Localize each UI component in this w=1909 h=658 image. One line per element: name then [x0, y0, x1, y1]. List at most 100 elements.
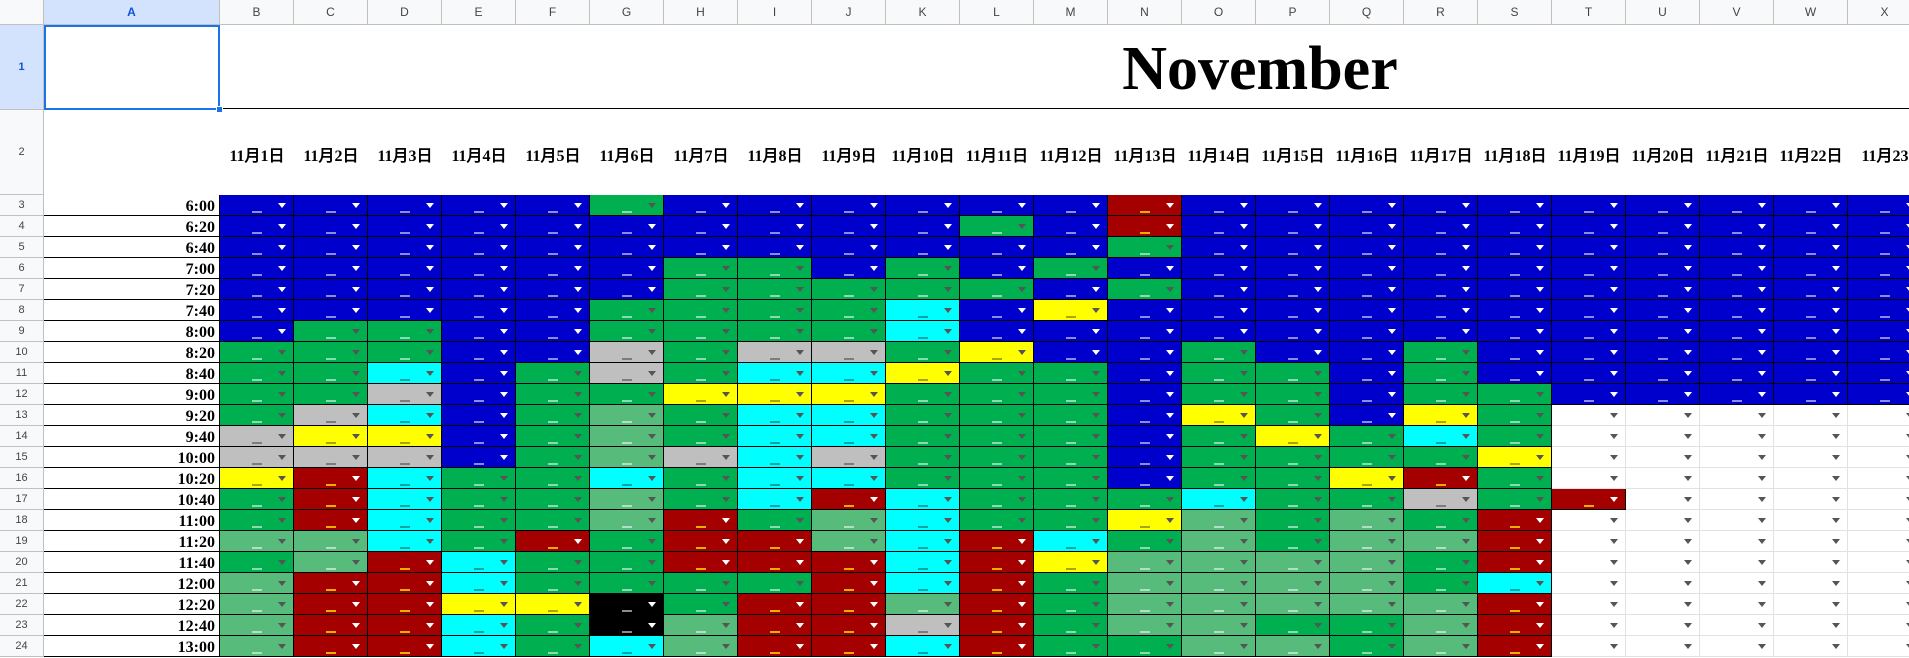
dropdown-arrow-icon[interactable] — [1536, 623, 1544, 628]
schedule-dropdown-cell[interactable] — [368, 447, 442, 468]
dropdown-arrow-icon[interactable] — [1758, 476, 1766, 481]
dropdown-arrow-icon[interactable] — [1832, 455, 1840, 460]
schedule-dropdown-cell[interactable] — [738, 573, 812, 594]
dropdown-arrow-icon[interactable] — [796, 203, 804, 208]
dropdown-arrow-icon[interactable] — [1462, 308, 1470, 313]
dropdown-arrow-icon[interactable] — [1462, 224, 1470, 229]
dropdown-arrow-icon[interactable] — [1758, 308, 1766, 313]
dropdown-arrow-icon[interactable] — [1018, 224, 1026, 229]
schedule-dropdown-cell[interactable] — [294, 636, 368, 657]
schedule-dropdown-cell[interactable] — [1848, 363, 1909, 384]
dropdown-arrow-icon[interactable] — [1462, 455, 1470, 460]
schedule-dropdown-cell[interactable] — [1330, 636, 1404, 657]
dropdown-arrow-icon[interactable] — [426, 455, 434, 460]
schedule-dropdown-cell[interactable] — [1700, 258, 1774, 279]
dropdown-arrow-icon[interactable] — [278, 497, 286, 502]
schedule-dropdown-cell[interactable] — [886, 237, 960, 258]
schedule-dropdown-cell[interactable] — [1034, 636, 1108, 657]
dropdown-arrow-icon[interactable] — [574, 602, 582, 607]
dropdown-arrow-icon[interactable] — [648, 644, 656, 649]
dropdown-arrow-icon[interactable] — [648, 224, 656, 229]
dropdown-arrow-icon[interactable] — [1314, 371, 1322, 376]
schedule-dropdown-cell[interactable] — [812, 489, 886, 510]
dropdown-arrow-icon[interactable] — [1462, 203, 1470, 208]
dropdown-arrow-icon[interactable] — [1758, 371, 1766, 376]
schedule-dropdown-cell[interactable] — [516, 594, 590, 615]
dropdown-arrow-icon[interactable] — [1240, 245, 1248, 250]
schedule-dropdown-cell[interactable] — [1626, 405, 1700, 426]
schedule-dropdown-cell[interactable] — [1182, 237, 1256, 258]
dropdown-arrow-icon[interactable] — [1684, 581, 1692, 586]
dropdown-arrow-icon[interactable] — [1758, 434, 1766, 439]
schedule-dropdown-cell[interactable] — [664, 321, 738, 342]
schedule-dropdown-cell[interactable] — [886, 405, 960, 426]
dropdown-arrow-icon[interactable] — [870, 266, 878, 271]
schedule-dropdown-cell[interactable] — [1330, 447, 1404, 468]
schedule-dropdown-cell[interactable] — [1256, 552, 1330, 573]
schedule-dropdown-cell[interactable] — [738, 615, 812, 636]
dropdown-arrow-icon[interactable] — [870, 602, 878, 607]
dropdown-arrow-icon[interactable] — [1610, 644, 1618, 649]
schedule-dropdown-cell[interactable] — [812, 552, 886, 573]
schedule-dropdown-cell[interactable] — [294, 300, 368, 321]
schedule-dropdown-cell[interactable] — [1330, 594, 1404, 615]
schedule-dropdown-cell[interactable] — [1774, 489, 1848, 510]
schedule-dropdown-cell[interactable] — [1034, 489, 1108, 510]
dropdown-arrow-icon[interactable] — [574, 560, 582, 565]
select-all-corner[interactable] — [0, 0, 44, 25]
dropdown-arrow-icon[interactable] — [648, 203, 656, 208]
schedule-dropdown-cell[interactable] — [1182, 510, 1256, 531]
schedule-dropdown-cell[interactable] — [1552, 279, 1626, 300]
dropdown-arrow-icon[interactable] — [796, 350, 804, 355]
schedule-dropdown-cell[interactable] — [590, 615, 664, 636]
dropdown-arrow-icon[interactable] — [1092, 392, 1100, 397]
schedule-dropdown-cell[interactable] — [1182, 489, 1256, 510]
dropdown-arrow-icon[interactable] — [1240, 413, 1248, 418]
dropdown-arrow-icon[interactable] — [944, 602, 952, 607]
schedule-dropdown-cell[interactable] — [1478, 510, 1552, 531]
schedule-dropdown-cell[interactable] — [516, 615, 590, 636]
dropdown-arrow-icon[interactable] — [278, 539, 286, 544]
dropdown-arrow-icon[interactable] — [722, 413, 730, 418]
dropdown-arrow-icon[interactable] — [796, 560, 804, 565]
dropdown-arrow-icon[interactable] — [1462, 329, 1470, 334]
dropdown-arrow-icon[interactable] — [1462, 392, 1470, 397]
schedule-dropdown-cell[interactable] — [1774, 384, 1848, 405]
dropdown-arrow-icon[interactable] — [722, 350, 730, 355]
dropdown-arrow-icon[interactable] — [944, 413, 952, 418]
dropdown-arrow-icon[interactable] — [796, 434, 804, 439]
schedule-dropdown-cell[interactable] — [516, 447, 590, 468]
dropdown-arrow-icon[interactable] — [870, 581, 878, 586]
schedule-dropdown-cell[interactable] — [1330, 426, 1404, 447]
schedule-dropdown-cell[interactable] — [294, 573, 368, 594]
schedule-dropdown-cell[interactable] — [960, 258, 1034, 279]
dropdown-arrow-icon[interactable] — [870, 287, 878, 292]
schedule-dropdown-cell[interactable] — [664, 237, 738, 258]
schedule-dropdown-cell[interactable] — [1108, 426, 1182, 447]
schedule-dropdown-cell[interactable] — [812, 636, 886, 657]
dropdown-arrow-icon[interactable] — [1388, 602, 1396, 607]
dropdown-arrow-icon[interactable] — [722, 434, 730, 439]
schedule-dropdown-cell[interactable] — [368, 426, 442, 447]
schedule-dropdown-cell[interactable] — [1478, 573, 1552, 594]
dropdown-arrow-icon[interactable] — [1018, 455, 1026, 460]
schedule-dropdown-cell[interactable] — [294, 531, 368, 552]
schedule-dropdown-cell[interactable] — [1404, 384, 1478, 405]
row-header-18[interactable]: 18 — [0, 510, 44, 531]
schedule-dropdown-cell[interactable] — [1700, 237, 1774, 258]
dropdown-arrow-icon[interactable] — [722, 560, 730, 565]
dropdown-arrow-icon[interactable] — [352, 455, 360, 460]
schedule-dropdown-cell[interactable] — [1552, 342, 1626, 363]
schedule-dropdown-cell[interactable] — [1256, 405, 1330, 426]
column-header-x[interactable]: X — [1848, 0, 1909, 25]
row-header-12[interactable]: 12 — [0, 384, 44, 405]
schedule-dropdown-cell[interactable] — [812, 594, 886, 615]
schedule-dropdown-cell[interactable] — [294, 279, 368, 300]
schedule-dropdown-cell[interactable] — [1700, 489, 1774, 510]
dropdown-arrow-icon[interactable] — [1684, 266, 1692, 271]
dropdown-arrow-icon[interactable] — [1092, 245, 1100, 250]
dropdown-arrow-icon[interactable] — [648, 392, 656, 397]
schedule-dropdown-cell[interactable] — [590, 300, 664, 321]
schedule-dropdown-cell[interactable] — [960, 447, 1034, 468]
schedule-dropdown-cell[interactable] — [1774, 468, 1848, 489]
